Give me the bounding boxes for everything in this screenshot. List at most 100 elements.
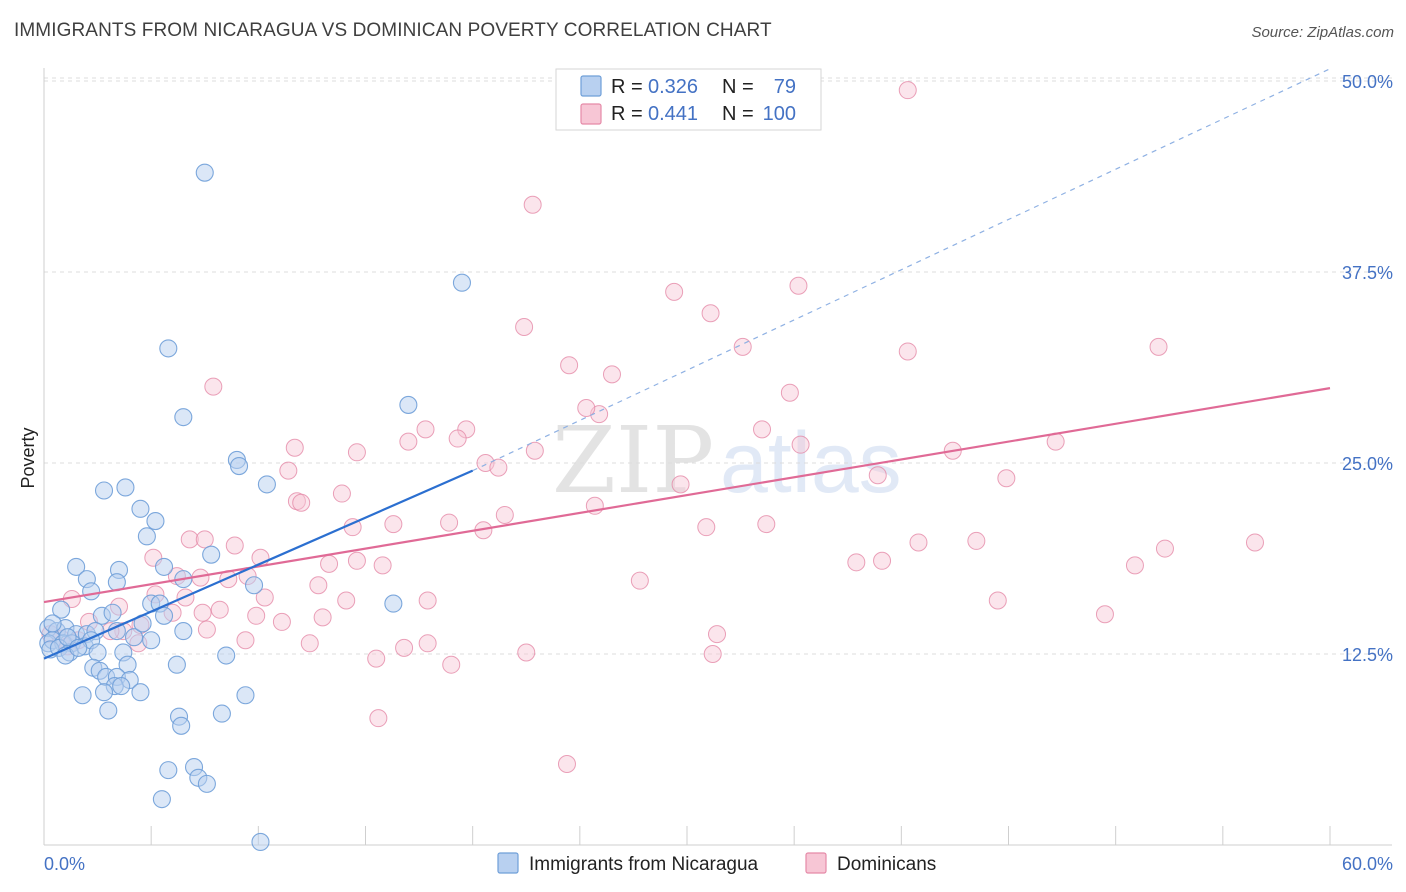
nicaragua-point [167,655,186,674]
dominicans-point [753,420,772,439]
dominicans-point [1125,556,1144,575]
chart-source: Source: ZipAtlas.com [1251,24,1394,41]
dominicans-point [967,531,986,550]
dominicans-point [495,505,514,524]
watermark: ZIP atlas [552,407,902,514]
dominicans-point [560,356,579,375]
nicaragua-point [88,643,107,662]
nicaragua-trend-line [43,469,474,660]
chart-title: IMMIGRANTS FROM NICARAGUA VS DOMINICAN P… [14,20,772,41]
dominicans-point [671,475,690,494]
dominicans-point [418,591,437,610]
dominicans-point [418,634,437,653]
dominicans-point [898,81,917,100]
dominicans-point [1095,605,1114,624]
x-tick-labels: 0.0% 60.0% [44,854,1393,874]
dominicans-point [204,377,223,396]
legend-n-value-pink: 100 [763,103,796,125]
nicaragua-point [159,339,178,358]
dominicans-point [898,342,917,361]
legend-n-label-blue: N = [722,76,754,98]
dominicans-point [193,603,212,622]
dominicans-point [347,551,366,570]
bottom-legend-swatch-blue [497,852,519,874]
nicaragua-point [174,408,193,427]
dominicans-point [873,551,892,570]
legend-r-value-pink: 0.441 [648,103,698,125]
legend-r-label-pink: R = [611,103,643,125]
dominicans-point [442,655,461,674]
dominicans-point [347,443,366,462]
dominicans-point [309,576,328,595]
y-tick-labels: 12.5% 25.0% 37.5% 50.0% [1342,72,1393,665]
dominicans-point [988,591,1007,610]
dominicans-point [780,383,799,402]
dominicans-point [997,469,1016,488]
legend-r-value-blue: 0.326 [648,76,698,98]
dominicans-point [489,458,508,477]
dominicans-point [195,530,214,549]
dominicans-point [247,606,266,625]
dominicans-point [515,318,534,337]
dominicans-point [703,645,722,663]
x-tick-label-min: 0.0% [44,854,85,874]
dominicans-point [1149,337,1168,356]
nicaragua-point [67,557,86,576]
nicaragua-point [174,622,193,641]
nicaragua-point [146,512,165,531]
nicaragua-point [131,499,150,518]
dominicans-point [313,608,332,627]
nicaragua-point [154,557,174,576]
bottom-legend-swatch-pink [805,852,827,874]
dominicans-point [701,304,720,323]
dominicans-point [300,634,319,653]
nicaragua-point [197,774,216,793]
dominicans-point [697,518,716,537]
dominicans-point [602,365,621,384]
nicaragua-point [154,606,174,625]
bottom-legend-label-blue: Immigrants from Nicaragua [529,854,759,875]
dominicans-trend-line [43,387,1331,604]
nicaragua-point [99,701,118,720]
dominicans-point [236,631,255,650]
nicaragua-points [39,163,472,851]
dominicans-point [210,600,229,619]
nicaragua-point [52,600,71,619]
y-tick-label: 37.5% [1342,263,1393,283]
dominicans-point [180,530,199,549]
nicaragua-point [251,832,270,851]
nicaragua-point [103,603,122,622]
bottom-legend: Immigrants from Nicaragua Dominicans [497,852,936,875]
dominicans-point [337,591,356,610]
dominicans-point [791,435,810,454]
nicaragua-point [257,475,276,494]
dominicans-point [557,755,576,774]
nicaragua-point [137,527,156,546]
dominicans-points [41,81,1264,774]
nicaragua-point [172,716,191,735]
y-tick-label: 12.5% [1342,645,1393,665]
dominicans-point [225,536,244,555]
nicaragua-point [236,686,255,705]
nicaragua-point [202,545,221,564]
nicaragua-point [73,686,92,705]
nicaragua-point [384,594,403,613]
nicaragua-point [58,628,77,647]
x-tick-label-max: 60.0% [1342,854,1393,874]
nicaragua-point [195,163,214,182]
nicaragua-point [159,761,178,780]
dominicans-point [448,429,467,448]
nicaragua-point [244,576,264,595]
legend-swatch-blue [580,75,602,97]
dominicans-point [868,466,887,485]
dominicans-point [847,553,866,572]
dominicans-point [384,515,403,534]
dominicans-point [373,556,392,575]
dominicans-point [630,571,649,590]
dominicans-point [757,515,776,534]
dominicans-point [416,420,435,439]
dominicans-point [517,643,536,662]
dominicans-point [292,493,311,512]
nicaragua-point [152,790,171,809]
